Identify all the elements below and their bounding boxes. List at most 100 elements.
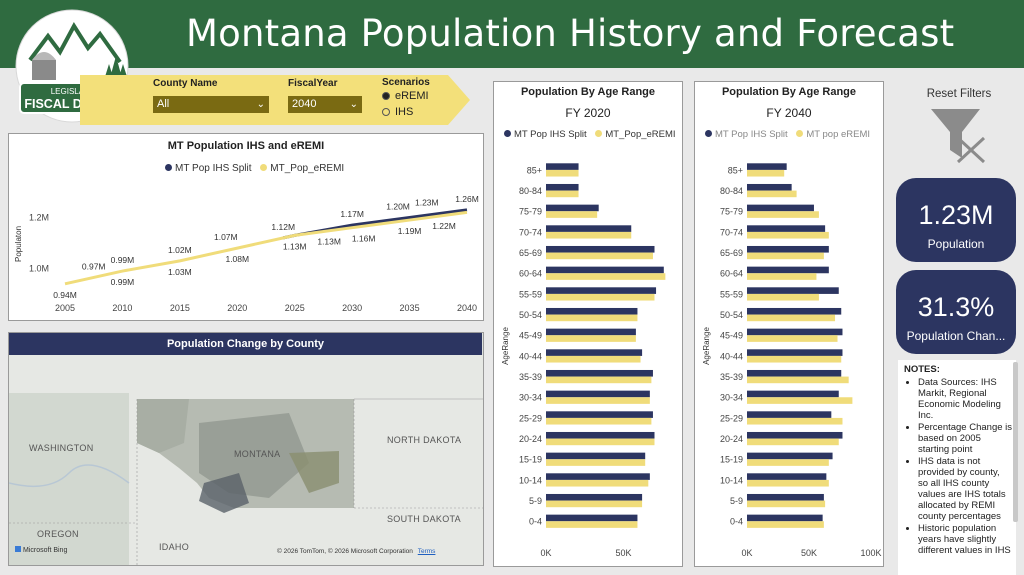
x-tick-label: 2035 [400,303,420,313]
x-tick-label: 0K [741,548,752,558]
reset-filters-button[interactable] [928,106,988,164]
data-label: 1.17M [340,209,364,219]
ihs-bar [546,473,650,480]
scenarios-label: Scenarios [382,77,430,88]
age-chart-2020-panel: Population By Age Range FY 2020 MT Pop I… [493,81,683,567]
age-category-label: 0-4 [529,517,542,527]
data-label: 1.13M [317,236,341,246]
filter-banner: County Name All ⌄ FiscalYear 2040 ⌄ Scen… [80,75,470,125]
age-category-label: 15-19 [519,455,542,465]
ihs-bar [747,225,826,232]
age-category-label: 70-74 [519,227,542,237]
population-change-kpi-card: 31.3% Population Chan... [896,270,1016,354]
population-change-kpi-value: 31.3% [917,292,995,322]
map-canvas[interactable] [9,333,483,565]
age-category-label: 55-59 [519,289,542,299]
eremi-bar [546,211,598,218]
line-chart-panel: MT Population IHS and eREMI MT Pop IHS S… [8,133,484,321]
age-category-label: 20-24 [720,434,743,444]
ihs-bar [747,514,823,522]
age-category-label: 40-44 [720,351,743,361]
age-category-label: 20-24 [519,434,542,444]
eremi-bar [546,397,650,404]
age-category-label: 5-9 [730,496,743,506]
fiscal-year-dropdown[interactable]: 2040 ⌄ [288,96,362,113]
note-item: Data Sources: IHS Markit, Regional Econo… [918,377,1012,421]
age-category-label: 65-69 [720,248,743,258]
age-category-label: 60-64 [519,269,542,279]
ihs-bar [546,204,599,212]
eremi-bar [747,252,824,260]
data-label: 1.26M [455,194,479,204]
ihs-bar [747,183,792,191]
age-category-label: 30-34 [519,393,542,403]
x-tick-label: 2030 [342,303,362,313]
notes-panel: NOTES: Data Sources: IHS Markit, Regiona… [898,360,1016,575]
ihs-bar [747,245,829,253]
age-chart-2040-panel: Population By Age Range FY 2040 MT Pop I… [694,81,884,567]
eremi-bar [546,314,638,322]
scenario-option-label: IHS [395,106,414,118]
eremi-bar [546,521,638,528]
page-title: Montana Population History and Forecast [186,12,955,55]
ihs-bar [747,204,814,212]
notes-scrollbar[interactable] [1013,362,1018,522]
x-tick-label: 0K [540,548,551,558]
logo-text-line1: LEGISLATIVE [51,87,102,96]
x-tick-label: 2015 [170,303,190,313]
eremi-bar [747,355,842,363]
ihs-bar [546,183,579,191]
map-attribution: © 2026 TomTom, © 2026 Microsoft Corporat… [277,548,435,555]
age-category-label: 65-69 [519,248,542,258]
bing-logo: Microsoft Bing [15,546,67,554]
eremi-bar [747,438,839,446]
note-item: Percentage Change is based on 2005 start… [918,422,1012,455]
x-tick-label: 100K [860,548,881,558]
data-label: 0.99M [111,277,135,287]
eremi-bar [747,314,836,322]
scenario-option-label: eREMI [395,90,429,102]
ihs-bar [546,245,655,253]
ihs-bar [747,390,839,398]
eremi-bar [546,500,643,508]
legend-label: MT_Pop_eREMI [605,129,676,140]
eremi-bar [747,231,829,239]
age-category-label: 25-29 [519,413,542,423]
ihs-bar [747,411,832,418]
map-label-south-dakota: SOUTH DAKOTA [387,514,461,524]
age-category-label: 85+ [527,165,542,175]
eremi-bar [546,293,655,301]
attribution-text: © 2026 TomTom, © 2026 Microsoft Corporat… [277,548,413,555]
scenario-radio-ihs[interactable]: IHS [382,106,413,118]
eremi-bar [546,335,636,342]
age-chart-2040-legend: MT Pop IHS Split MT pop eREMI [699,129,870,140]
county-name-dropdown[interactable]: All ⌄ [153,96,269,113]
data-label: 1.23M [415,198,439,208]
eremi-bar [546,169,579,177]
x-tick-label: 2010 [112,303,132,313]
age-category-label: 50-54 [519,310,542,320]
legend-label: MT_Pop_eREMI [270,163,345,174]
age-chart-2020-subtitle: FY 2020 [565,106,611,120]
terms-link[interactable]: Terms [417,548,436,555]
ihs-bar [747,328,843,336]
map-title: Population Change by County [9,333,482,355]
ihs-bar [546,431,655,439]
data-label: 0.94M [53,290,77,300]
population-kpi-value: 1.23M [918,200,994,230]
eremi-bar [546,417,652,425]
x-tick-label: 2005 [55,303,75,313]
scenario-radio-ereim[interactable]: eREMI [382,90,429,102]
line-chart: Populaton 1.0M 1.2M 2005 2010 2015 2020 2025 203… [14,194,479,313]
population-change-kpi-label: Population Chan... [906,329,1006,343]
age-category-label: 50-54 [720,310,743,320]
age-category-label: 15-19 [720,455,743,465]
note-item: IHS data is not provided by county, so a… [918,456,1012,522]
age-category-label: 80-84 [720,186,743,196]
data-label: 0.97M [82,261,106,271]
data-label: 1.03M [168,267,192,277]
ihs-bar [546,493,643,501]
eremi-bar [747,293,819,301]
eremi-bar [747,459,829,466]
data-label: 1.12M [271,222,295,232]
